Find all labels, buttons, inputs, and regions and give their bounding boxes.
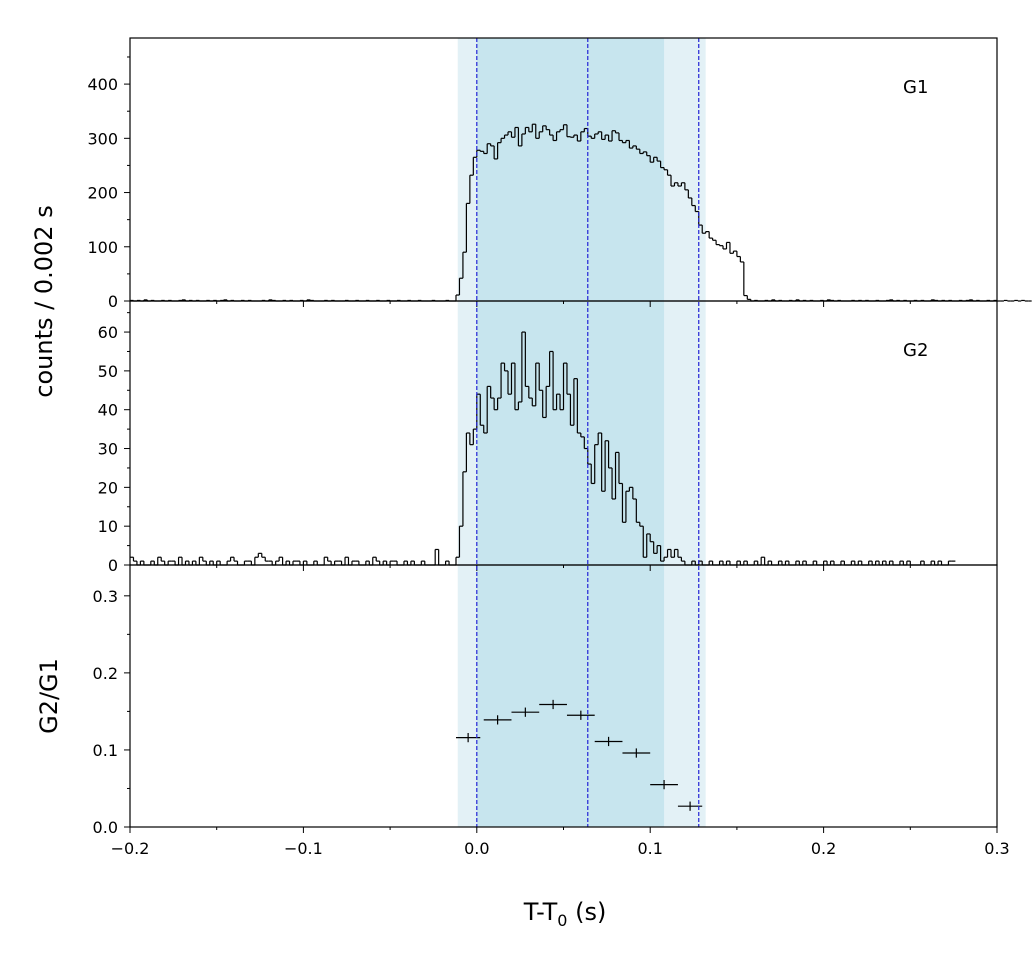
errorbar-points (455, 699, 703, 811)
x-axis-title-main: T-T (523, 898, 558, 926)
shaded-region-1 (476, 38, 665, 827)
x-tick-label: 0.0 (464, 839, 489, 858)
panel-ratio: G2/G1 0.0 0.1 0.2 0.3 (35, 587, 998, 837)
ratio-ylabel: G2/G1 (35, 658, 63, 734)
y-tick-label: 30 (98, 440, 118, 459)
y-tick-label: 100 (87, 238, 118, 257)
y-tick-label: 200 (87, 184, 118, 203)
y-tick-label: 0.2 (93, 664, 118, 683)
y-tick-label: 0.0 (93, 818, 118, 837)
y-tick-label: 40 (98, 401, 118, 420)
y-tick-label: 0.1 (93, 741, 118, 760)
x-axis-title-sub: 0 (557, 911, 567, 930)
y-tick-label: 0 (108, 292, 118, 311)
x-axis-title: T-T0 (s) (523, 898, 607, 930)
panel-label-G1: G1 (903, 77, 928, 98)
y-tick-label: 400 (87, 75, 118, 94)
x-tick-label: −0.2 (111, 839, 150, 858)
x-tick-label: 0.2 (811, 839, 836, 858)
shared-y-axis-title: counts / 0.002 s (30, 205, 58, 397)
x-tick-label: −0.1 (284, 839, 323, 858)
y-tick-label: 20 (98, 478, 118, 497)
panel-label-G2: G2 (903, 340, 928, 361)
panel-frame-2 (129, 564, 998, 828)
y-tick-label: 300 (87, 129, 118, 148)
y-tick-label: 50 (98, 362, 118, 381)
y-tick-label: 60 (98, 323, 118, 342)
y-tick-label: 10 (98, 517, 118, 536)
x-tick-label: 0.3 (984, 839, 1009, 858)
y-tick-label: 0 (108, 556, 118, 575)
y-tick-label: 0.3 (93, 587, 118, 606)
x-axis-title-unit: (s) (567, 898, 606, 926)
x-tick-label: 0.1 (637, 839, 662, 858)
